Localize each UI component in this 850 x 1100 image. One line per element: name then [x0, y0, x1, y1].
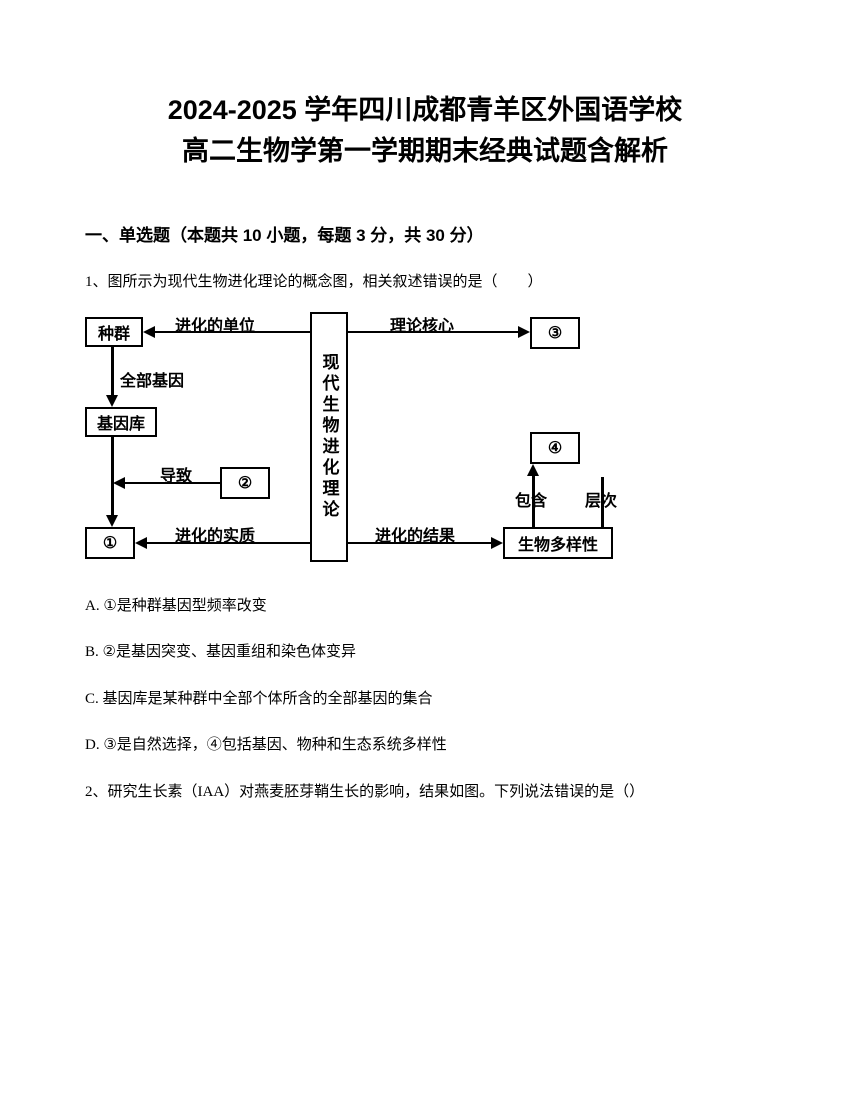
arrow-head — [113, 477, 125, 489]
arrow-line — [348, 542, 491, 545]
arrow-head — [135, 537, 147, 549]
title-line-1: 2024-2025 学年四川成都青羊区外国语学校 — [85, 90, 765, 131]
box-circle-1: ① — [85, 527, 135, 559]
option-d: D. ③是自然选择，④包括基因、物种和生态系统多样性 — [85, 731, 765, 760]
option-b: B. ②是基因突变、基因重组和染色体变异 — [85, 638, 765, 667]
arrow-head — [527, 464, 539, 476]
concept-diagram: 种群 基因库 ① ② 现代生物进化理论 ③ ④ 生物多样性 进化的单位 全部基因… — [85, 312, 645, 572]
option-c: C. 基因库是某种群中全部个体所含的全部基因的集合 — [85, 685, 765, 714]
title-line-2: 高二生物学第一学期期末经典试题含解析 — [85, 131, 765, 172]
arrow-line — [125, 482, 220, 485]
option-a: A. ①是种群基因型频率改变 — [85, 592, 765, 621]
box-gene-pool: 基因库 — [85, 407, 157, 437]
question-1-text: 1、图所示为现代生物进化理论的概念图，相关叙述错误的是（ ） — [85, 268, 765, 297]
box-circle-4: ④ — [530, 432, 580, 464]
arrow-line — [147, 542, 310, 545]
box-theory-vertical: 现代生物进化理论 — [310, 312, 348, 562]
arrow-head — [491, 537, 503, 549]
arrow-head — [106, 395, 118, 407]
arrow-head — [518, 326, 530, 338]
arrow-line — [111, 347, 114, 397]
box-population: 种群 — [85, 317, 143, 347]
section-header: 一、单选题（本题共 10 小题，每题 3 分，共 30 分） — [85, 221, 765, 246]
arrow-head — [143, 326, 155, 338]
box-circle-2: ② — [220, 467, 270, 499]
arrow-line — [532, 476, 535, 527]
arrow-line — [601, 477, 604, 527]
arrow-line — [348, 331, 518, 334]
label-all-genes: 全部基因 — [120, 367, 184, 391]
box-biodiversity: 生物多样性 — [503, 527, 613, 559]
arrow-head — [106, 515, 118, 527]
label-contain: 包含 — [515, 487, 547, 511]
arrow-line — [155, 331, 310, 334]
question-2-text: 2、研究生长素（IAA）对燕麦胚芽鞘生长的影响，结果如图。下列说法错误的是（） — [85, 778, 765, 807]
document-title: 2024-2025 学年四川成都青羊区外国语学校 高二生物学第一学期期末经典试题… — [85, 90, 765, 171]
box-circle-3: ③ — [530, 317, 580, 349]
